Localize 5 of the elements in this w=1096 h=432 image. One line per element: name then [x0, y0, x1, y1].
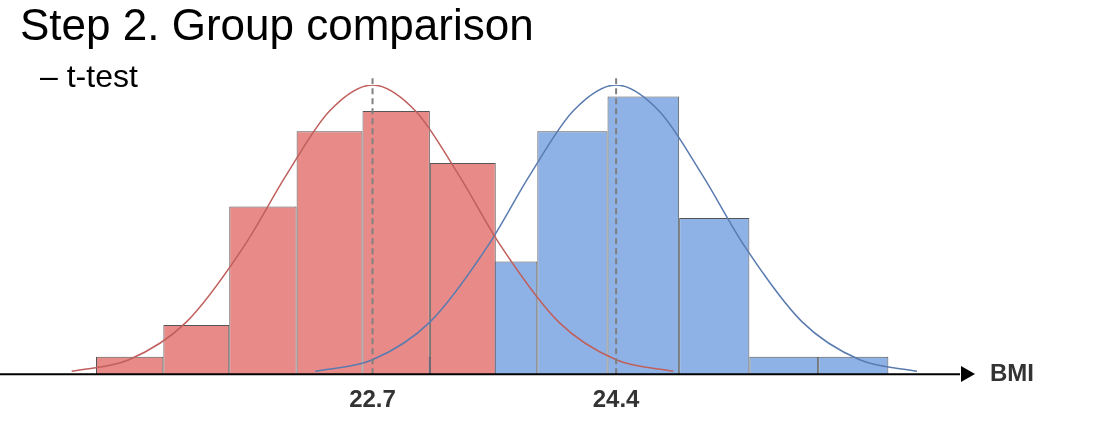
chart-title: Step 2. Group comparison: [20, 0, 534, 50]
x-tick-label: 24.4: [592, 385, 641, 413]
chart-subtitle: – t-test: [40, 58, 138, 95]
x-tick-label: 22.7: [349, 385, 396, 413]
x-axis-title: BMI: [990, 358, 1034, 386]
